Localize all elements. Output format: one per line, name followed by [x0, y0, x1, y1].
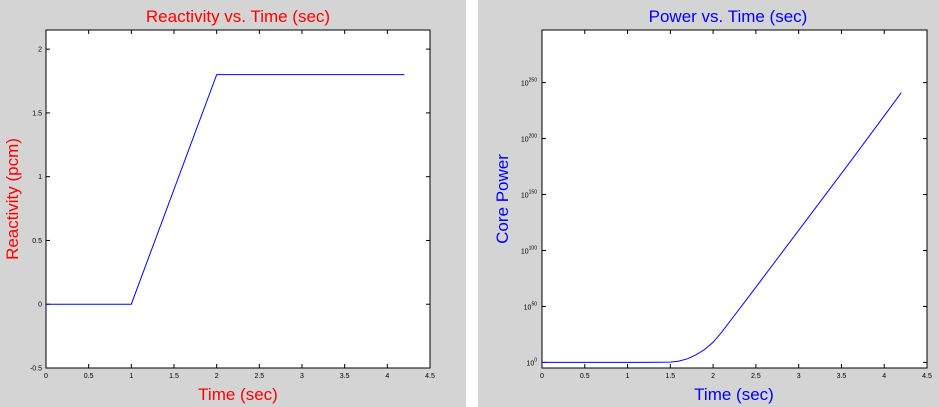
y-axis-label: Reactivity (pcm): [3, 138, 22, 260]
x-tick-label: 1.5: [665, 373, 675, 380]
x-tick-label: 3: [797, 373, 801, 380]
x-axis-ticks: 0 0.5 1 1.5 2 2.5 3 3.5 4 4.5: [540, 30, 932, 380]
x-axis-ticks: 0 0.5 1 1.5 2 2.5 3 3.5 4 4.5: [44, 30, 435, 380]
y-tick-label: 1.5: [32, 110, 42, 117]
y-tick-label: 10100: [521, 245, 537, 255]
y-tick-label: 1: [38, 174, 42, 181]
chart-title: Reactivity vs. Time (sec): [146, 7, 330, 26]
x-tick-label: 4.5: [922, 373, 932, 380]
y-tick-label: 1050: [524, 301, 538, 311]
y-tick-label: 0: [38, 302, 42, 309]
chart-title: Power vs. Time (sec): [649, 7, 808, 26]
reactivity-figure: Reactivity vs. Time (sec) Time (sec) Rea…: [0, 0, 466, 407]
y-tick-label: -0.5: [30, 366, 42, 373]
x-tick-label: 3.5: [340, 373, 350, 380]
x-tick-label: 1: [129, 373, 133, 380]
x-tick-label: 4: [882, 373, 886, 380]
reactivity-chart: Reactivity vs. Time (sec) Time (sec) Rea…: [3, 7, 435, 404]
y-tick-label: 0.5: [32, 238, 42, 245]
plot-area: [45, 29, 431, 369]
x-tick-label: 2: [711, 373, 715, 380]
x-tick-label: 4.5: [425, 373, 435, 380]
x-tick-label: 2: [215, 373, 219, 380]
x-tick-label: 0.5: [580, 373, 590, 380]
series-line: [542, 92, 902, 363]
plot-area: [541, 29, 928, 369]
y-tick-label: 2: [38, 47, 42, 54]
x-tick-label: 2.5: [751, 373, 761, 380]
series-line: [46, 74, 405, 305]
series-group: [46, 74, 405, 305]
x-axis-label: Time (sec): [198, 385, 278, 404]
y-axis-label: Core Power: [493, 154, 512, 244]
x-tick-label: 2.5: [254, 373, 264, 380]
x-tick-label: 0: [44, 373, 48, 380]
y-axis-ticks: 100 1050 10100 10150 10200 10250: [521, 78, 927, 367]
x-tick-label: 1: [626, 373, 630, 380]
x-axis-label: Time (sec): [694, 385, 774, 404]
y-tick-label: 10250: [521, 78, 537, 88]
x-tick-label: 4: [385, 373, 389, 380]
x-tick-label: 0.5: [84, 373, 94, 380]
y-tick-label: 100: [526, 357, 537, 367]
x-tick-label: 1.5: [169, 373, 179, 380]
x-tick-label: 0: [540, 373, 544, 380]
series-group: [542, 92, 902, 363]
power-figure: Power vs. Time (sec) Time (sec) Core Pow…: [478, 0, 939, 407]
y-tick-label: 10200: [521, 134, 537, 144]
power-chart: Power vs. Time (sec) Time (sec) Core Pow…: [493, 7, 932, 404]
y-tick-label: 10150: [521, 190, 537, 200]
x-tick-label: 3.5: [837, 373, 847, 380]
x-tick-label: 3: [300, 373, 304, 380]
